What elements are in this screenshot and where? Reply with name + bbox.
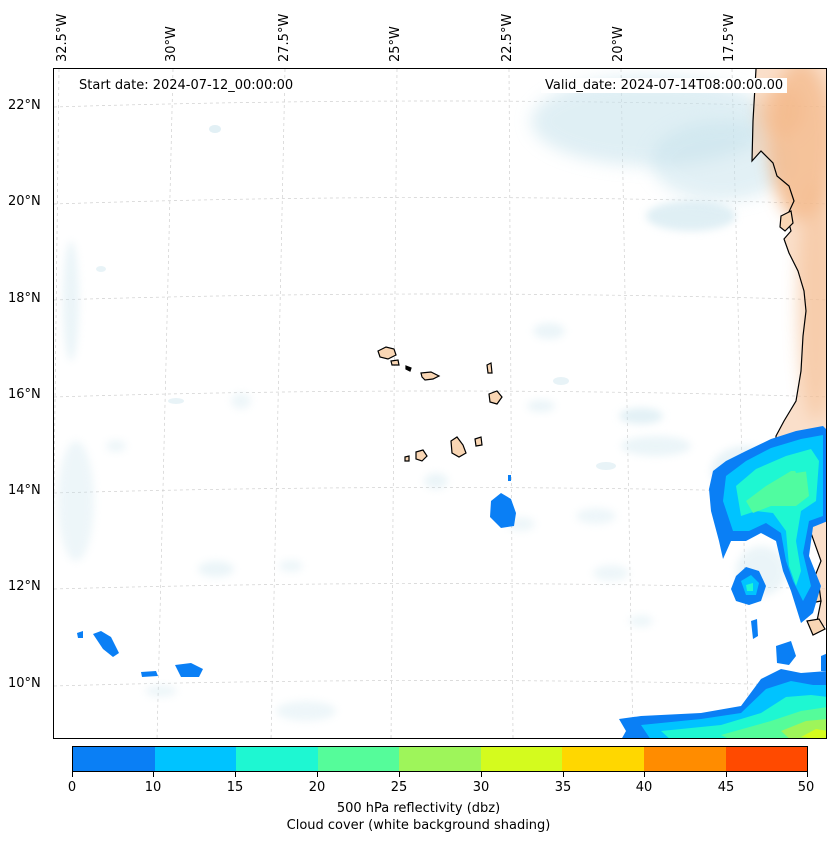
reflectivity-contours — [77, 426, 826, 738]
gridlines — [54, 69, 826, 738]
colorbar-label-0: 0 — [67, 780, 77, 795]
lat-label-10n: 10°N — [8, 676, 41, 691]
lon-label-27-5w: 27.5°W — [277, 13, 292, 62]
colorbar-segment-20-25 — [399, 747, 481, 771]
colorbar-segment-0-5 — [73, 747, 155, 771]
cloud-cover-shading — [58, 76, 791, 721]
colorbar-tick — [644, 772, 645, 777]
start-date-label: Start date: 2024-07-12_00:00:00 — [75, 78, 298, 93]
colorbar-label-15: 15 — [226, 780, 244, 795]
lon-label-30w: 30°W — [164, 26, 179, 62]
colorbar-segment-25-30 — [480, 747, 563, 771]
colorbar-label-30: 30 — [472, 780, 490, 795]
colorbar-tick — [317, 772, 318, 777]
colorbar-label-45: 45 — [717, 780, 735, 795]
lat-label-12n: 12°N — [8, 579, 41, 594]
colorbar-title: 500 hPa reflectivity (dbz) — [336, 801, 501, 816]
colorbar-tick — [153, 772, 154, 777]
colorbar-subtitle: Cloud cover (white background shading) — [286, 818, 551, 833]
map-panel — [53, 68, 827, 739]
colorbar-tick — [563, 772, 564, 777]
valid-date-label: Valid_date: 2024-07-14T08:00:00.00 — [541, 78, 788, 93]
colorbar-tick — [72, 772, 73, 777]
colorbar-tick — [399, 772, 400, 777]
colorbar-tick — [807, 772, 808, 777]
lat-label-16n: 16°N — [8, 387, 41, 402]
colorbar-label-40: 40 — [635, 780, 653, 795]
colorbar-label-25: 25 — [390, 780, 408, 795]
colorbar-tick — [235, 772, 236, 777]
colorbar-label-50: 50 — [797, 780, 815, 795]
colorbar — [72, 746, 808, 772]
colorbar-label-35: 35 — [554, 780, 572, 795]
lon-label-25w: 25°W — [388, 26, 403, 62]
colorbar-segment-40-45 — [725, 747, 808, 771]
lon-label-32-5w: 32.5°W — [55, 13, 70, 62]
colorbar-tick — [726, 772, 727, 777]
lon-label-20w: 20°W — [611, 26, 626, 62]
lon-label-22-5w: 22.5°W — [500, 13, 515, 62]
colorbar-label-10: 10 — [144, 780, 162, 795]
lat-label-20n: 20°N — [8, 194, 41, 209]
lat-label-18n: 18°N — [8, 291, 41, 306]
lat-label-14n: 14°N — [8, 483, 41, 498]
colorbar-label-20: 20 — [308, 780, 326, 795]
colorbar-segment-5-10 — [154, 747, 237, 771]
lat-label-22n: 22°N — [8, 98, 41, 113]
colorbar-segment-15-20 — [317, 747, 400, 771]
lon-label-17-5w: 17.5°W — [722, 13, 737, 62]
colorbar-tick — [481, 772, 482, 777]
colorbar-segment-30-35 — [562, 747, 644, 771]
colorbar-segment-35-40 — [643, 747, 726, 771]
map-canvas — [54, 69, 826, 738]
colorbar-segment-10-15 — [236, 747, 318, 771]
